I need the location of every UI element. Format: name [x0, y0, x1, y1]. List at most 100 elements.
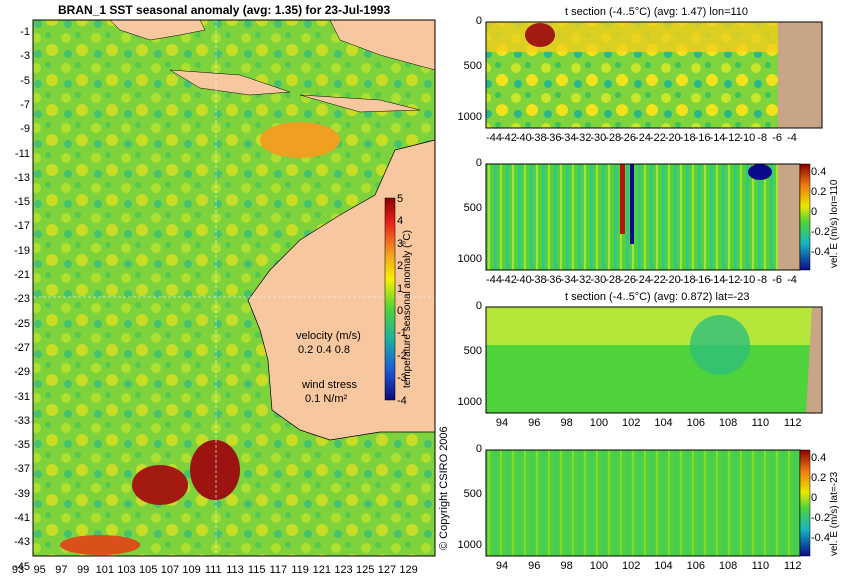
- map-x-tick: 115: [247, 564, 266, 576]
- panel-x-tick: -14: [709, 132, 726, 144]
- panel-colorbar-tick: 0: [811, 206, 818, 218]
- panel-x-tick: 100: [589, 560, 609, 572]
- panel-2-colorbar-label: vel. E (m/s) lon=110: [829, 179, 840, 268]
- panel-y-tick: 500: [463, 202, 482, 214]
- map-y-tick: -37: [14, 463, 30, 476]
- panel-x-tick: -40: [515, 274, 532, 286]
- panel-x-tick: -20: [664, 274, 681, 286]
- panel-x-tick: -22: [649, 132, 666, 144]
- map-x-tick: 127: [377, 564, 397, 576]
- panel-x-tick: -8: [757, 274, 768, 286]
- wind-legend-label: wind stress: [302, 379, 358, 391]
- section-panel-4: [485, 449, 811, 557]
- panel-y-tick: 0: [475, 15, 482, 27]
- sst-colorbar-tick: -3: [397, 372, 407, 385]
- panel-colorbar-tick: 0.4: [811, 166, 827, 178]
- panel-x-tick: 96: [528, 417, 541, 429]
- panel-x-tick: 110: [751, 417, 770, 429]
- panel-x-tick: -18: [679, 132, 696, 144]
- panel-x-tick: -12: [724, 132, 741, 144]
- panel-x-tick: -38: [530, 274, 547, 286]
- panel-3-title: t section (-4..5°C) (avg: 0.872) lat=-23: [565, 291, 750, 303]
- map-x-tick: 109: [182, 564, 201, 576]
- panel-y-tick: 0: [475, 157, 482, 169]
- panel-colorbar-tick: -0.4: [811, 532, 830, 544]
- map-y-tick: -9: [20, 123, 30, 136]
- panel-4-colorbar-label: vel. E (m/s) lat=-23: [829, 471, 840, 556]
- sst-colorbar-tick: -4: [397, 394, 407, 407]
- panel-x-tick: 98: [560, 560, 573, 572]
- panel-colorbar-tick: 0.2: [811, 186, 827, 198]
- map-y-tick: -39: [14, 487, 30, 500]
- map-y-tick: -17: [14, 220, 30, 233]
- map-x-tick: 129: [399, 564, 418, 576]
- panel-x-tick: 94: [495, 417, 509, 429]
- panel-colorbar-tick: 0.2: [811, 472, 827, 484]
- map-y-tick: -19: [14, 244, 30, 257]
- map-x-tick: 103: [117, 564, 136, 576]
- map-x-tick: 125: [356, 564, 375, 576]
- panel-x-tick: -18: [679, 274, 696, 286]
- map-x-tick: 97: [55, 564, 68, 576]
- map-y-tick: -23: [14, 293, 30, 306]
- sst-colorbar-label: temperature seasonal anomaly (°C): [402, 230, 413, 388]
- map-x-tick: 101: [95, 564, 114, 576]
- sst-colorbar-tick: 5: [397, 193, 404, 205]
- map-x-tick: 93: [11, 564, 25, 576]
- velocity-legend-label: velocity (m/s): [296, 330, 361, 342]
- panel-x-tick: 104: [654, 560, 673, 572]
- panel-x-tick: -24: [635, 274, 651, 286]
- velocity-legend-values: 0.2 0.4 0.8: [298, 344, 350, 356]
- panel-y-tick: 500: [463, 345, 482, 357]
- map-y-tick: -11: [14, 147, 30, 160]
- panel-colorbar-tick: 0.4: [811, 452, 827, 464]
- sst-colorbar-tick: -2: [397, 349, 407, 362]
- section-panel-3: [485, 306, 823, 414]
- sst-colorbar-tick: -1: [397, 327, 407, 340]
- panel-x-tick: -24: [635, 132, 651, 144]
- panel-colorbar-tick: -0.2: [811, 226, 830, 238]
- panel-x-tick: -14: [709, 274, 726, 286]
- panel-x-tick: -38: [530, 132, 547, 144]
- wind-legend-value: 0.1 N/m²: [305, 393, 348, 405]
- panel-x-tick: 106: [686, 417, 705, 429]
- panel-x-tick: -8: [757, 132, 768, 144]
- panel-x-tick: -44: [486, 274, 502, 286]
- panel-x-tick: -34: [560, 132, 577, 144]
- map-x-tick: 113: [226, 564, 244, 576]
- panel-x-tick: -28: [605, 132, 622, 144]
- panel-y-tick: 0: [475, 300, 482, 312]
- panel-y-tick: 500: [463, 488, 482, 500]
- panel-x-tick: -30: [590, 274, 607, 286]
- panel-x-tick: -44: [486, 132, 502, 144]
- map-y-tick: -3: [20, 50, 30, 63]
- map-y-tick: -29: [14, 366, 30, 379]
- map-x-tick: 105: [139, 564, 158, 576]
- map-x-tick: 95: [33, 564, 46, 576]
- panel-x-tick: -32: [575, 132, 592, 144]
- sst-colorbar: [384, 197, 396, 401]
- sst-colorbar-tick: 1: [397, 282, 404, 295]
- panel-x-tick: -6: [772, 274, 782, 286]
- panel-x-tick: -16: [694, 274, 711, 286]
- map-y-tick: -7: [20, 98, 30, 111]
- map-y-tick: -15: [14, 196, 30, 209]
- map-x-tick: 121: [312, 564, 331, 576]
- sst-map: [32, 19, 436, 557]
- panel-x-tick: -26: [620, 274, 637, 286]
- panel-x-tick: -16: [694, 132, 711, 144]
- panel-x-tick: -22: [649, 274, 666, 286]
- panel-x-tick: 108: [718, 560, 738, 572]
- panel-x-tick: -4: [787, 274, 797, 286]
- map-x-tick: 107: [160, 564, 180, 576]
- map-x-tick: 119: [291, 564, 309, 576]
- panel-colorbar-tick: -0.4: [811, 246, 830, 258]
- panel-x-tick: 110: [751, 560, 770, 572]
- sst-colorbar-tick: 3: [397, 237, 404, 250]
- panel-x-tick: 112: [783, 560, 802, 572]
- panel-colorbar-tick: -0.2: [811, 512, 830, 524]
- map-y-tick: -33: [14, 414, 30, 427]
- panel-x-tick: 112: [783, 417, 802, 429]
- panel-x-tick: 102: [622, 417, 641, 429]
